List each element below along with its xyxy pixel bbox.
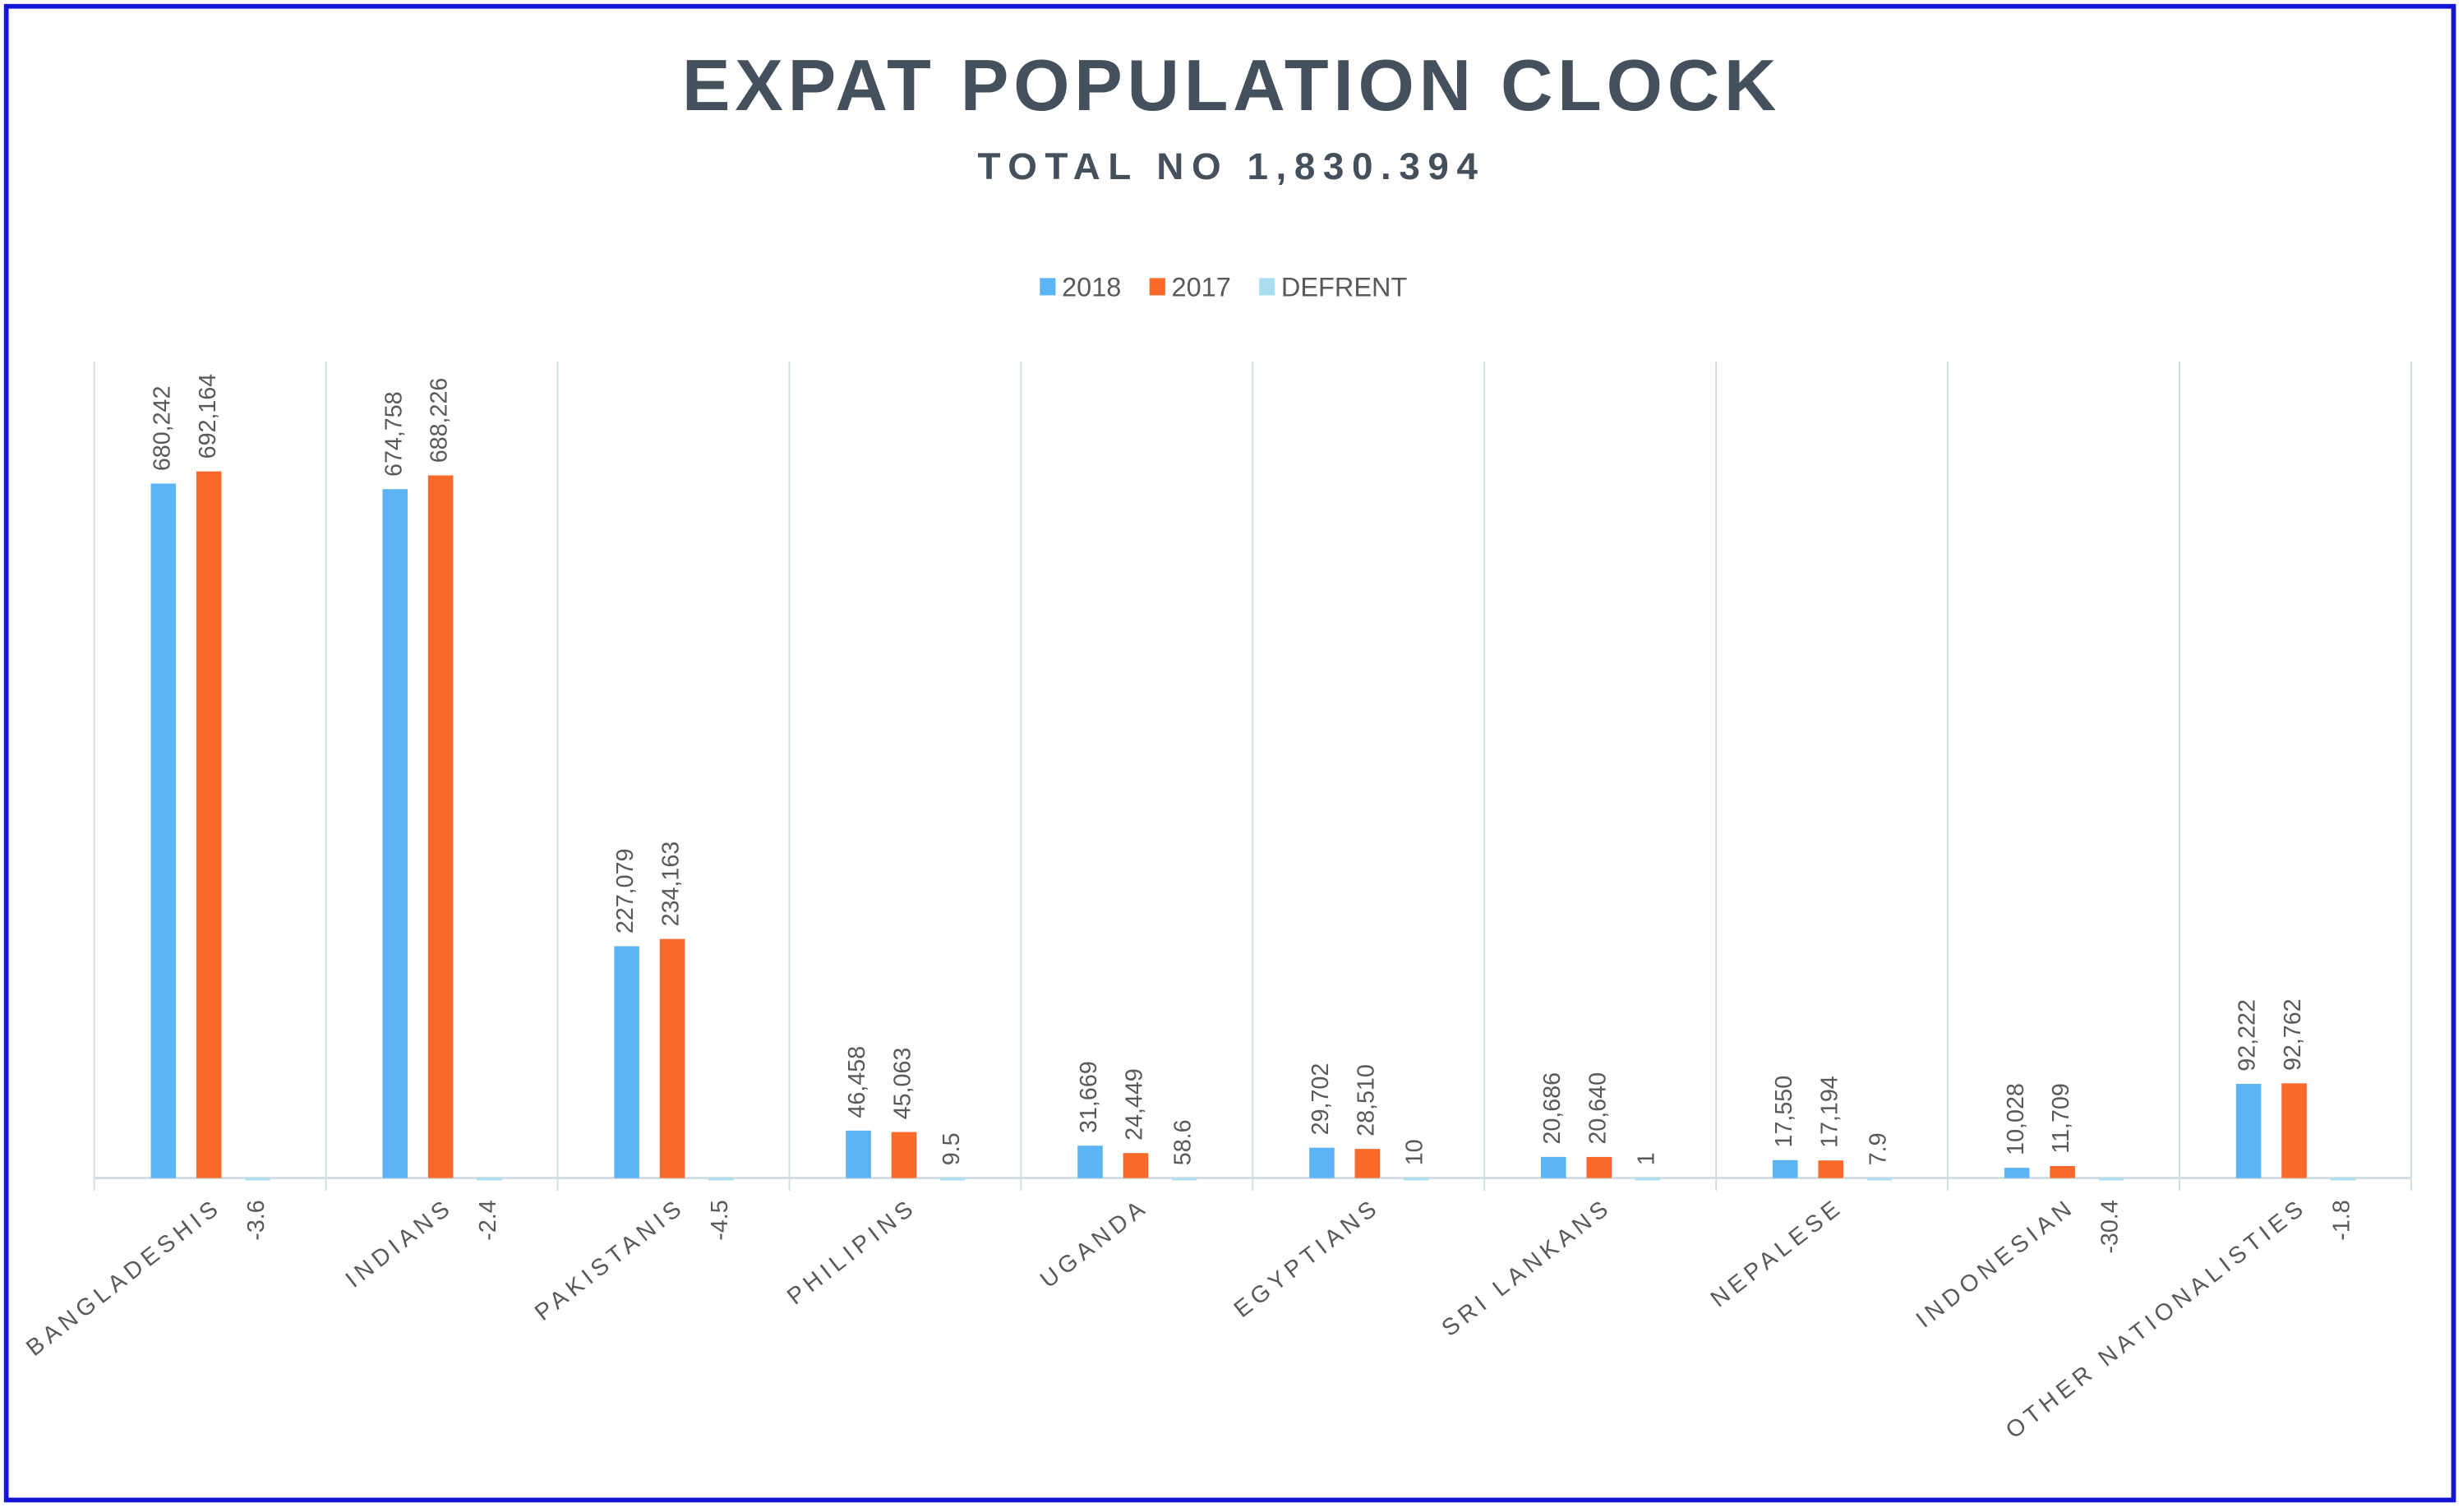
data-label: 10 — [1402, 1139, 1428, 1165]
chart-title: EXPAT POPULATION CLOCK — [682, 44, 1781, 126]
data-label: 58.6 — [1170, 1119, 1197, 1165]
bar — [150, 483, 177, 1178]
bar — [659, 938, 685, 1178]
bar — [1818, 1160, 1843, 1178]
bar — [2281, 1083, 2307, 1178]
legend-swatch — [1040, 278, 1056, 296]
data-label: 680,242 — [149, 386, 175, 472]
legend-label: 2018 — [1062, 272, 1121, 302]
bar — [1123, 1153, 1149, 1178]
data-label: -30.4 — [2096, 1200, 2123, 1253]
bar — [245, 1178, 270, 1181]
data-label: 11,709 — [2048, 1083, 2074, 1154]
data-label: 28,510 — [1353, 1064, 1379, 1136]
data-label: 234,163 — [658, 841, 685, 927]
bar — [196, 471, 222, 1178]
data-label: 31,669 — [1076, 1061, 1102, 1133]
data-label: 17,550 — [1771, 1076, 1797, 1148]
bar — [1541, 1156, 1566, 1178]
data-label: 17,194 — [1816, 1076, 1843, 1148]
data-label: 1 — [1634, 1152, 1660, 1165]
data-label: 10,028 — [2003, 1083, 2029, 1155]
bar — [2004, 1168, 2030, 1178]
data-label: 92,222 — [2235, 999, 2261, 1072]
bar — [382, 489, 408, 1178]
legend-swatch — [1259, 278, 1275, 296]
bar — [891, 1132, 917, 1178]
data-label: 20,640 — [1584, 1072, 1611, 1145]
legend-label: 2017 — [1172, 272, 1231, 302]
data-label: 92,762 — [2280, 998, 2306, 1071]
data-label: 20,686 — [1539, 1072, 1566, 1145]
data-label: 29,702 — [1308, 1063, 1334, 1136]
bar — [1309, 1147, 1335, 1178]
bar — [708, 1178, 734, 1181]
legend: 2018 2017 DEFRENT — [1040, 272, 1407, 302]
data-label: 674,758 — [381, 391, 407, 477]
bar — [2330, 1178, 2356, 1181]
data-label: 227,079 — [612, 849, 639, 934]
data-label: 9.5 — [939, 1132, 965, 1165]
bar — [1586, 1156, 1612, 1178]
data-label: -4.5 — [707, 1200, 733, 1240]
legend-label: DEFRENT — [1281, 272, 1408, 302]
data-label: 46,458 — [844, 1046, 870, 1118]
bar — [614, 946, 639, 1178]
data-label: 45,063 — [890, 1048, 916, 1120]
border — [3, 3, 2456, 1503]
legend-swatch — [1149, 278, 1165, 296]
chart-subtitle: TOTAL NO 1,830.394 — [977, 145, 1485, 187]
bar — [1171, 1178, 1197, 1181]
data-label: -1.8 — [2328, 1200, 2355, 1240]
bar — [427, 475, 454, 1178]
bar — [1772, 1159, 1798, 1178]
bar — [1077, 1146, 1103, 1178]
data-label: 688,226 — [427, 378, 453, 463]
bar — [2050, 1166, 2075, 1178]
data-label: 7.9 — [1866, 1132, 1892, 1165]
data-label: -3.6 — [243, 1200, 270, 1240]
data-label: 692,164 — [195, 374, 221, 459]
bar — [939, 1178, 966, 1181]
bar — [477, 1178, 502, 1181]
bar — [1866, 1178, 1893, 1181]
bar — [1403, 1178, 1429, 1181]
data-label: -2.4 — [475, 1200, 501, 1240]
bar — [1354, 1149, 1381, 1178]
bar — [2235, 1084, 2262, 1178]
bar — [2098, 1178, 2124, 1181]
bar — [846, 1130, 871, 1178]
data-label: 24,449 — [1121, 1068, 1147, 1141]
bar — [1635, 1178, 1661, 1181]
